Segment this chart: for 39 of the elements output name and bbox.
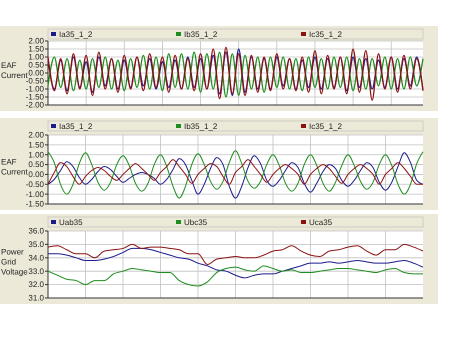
y-tick-label: -1.50 [26,200,45,209]
y-tick-label: -0.50 [26,180,45,189]
line-series [48,248,424,278]
legend-label: Uca35 [309,218,333,227]
y-tick-label: -1.00 [26,190,45,199]
y-tick-label: 33.0 [28,266,45,276]
legend-label: Ic35_1_2 [309,122,342,131]
line-series [48,159,424,185]
y-tick-label: 1.50 [28,140,45,150]
legend-label: Ia35_1_2 [59,122,93,131]
y-tick-label: 0.50 [28,60,45,70]
legend-label: Ubc35 [184,218,208,227]
legend-label: Ib35_1_2 [184,122,218,131]
y-tick-label: -2.00 [26,100,45,110]
y-tick-label: -1.00 [26,84,45,94]
y-tick-label: -0.50 [26,76,45,86]
y-axis-title: Power Grid Voltage [1,248,28,276]
y-tick-label: 2.00 [28,130,45,140]
y-tick-label: 31.0 [28,294,45,303]
legend-label: Uab35 [59,218,84,227]
y-tick-label: 0.50 [28,160,45,170]
line-series [48,265,424,286]
y-tick-label: -1.50 [26,92,45,102]
y-tick-label: 1.50 [28,44,45,54]
y-tick-label: 34.0 [28,253,45,262]
y-tick-label: 32.0 [28,280,45,290]
y-tick-label: 0.00 [28,68,45,78]
y-axis-title: EAF Current [1,158,28,176]
y-tick-label: 1.00 [28,52,45,62]
y-axis-title: EAF Current [1,61,28,80]
legend-label: Ic35_1_2 [309,30,342,39]
y-tick-label: 2.00 [28,36,45,46]
legend-label: Ia35_1_2 [59,30,93,39]
y-tick-label: 36.0 [28,226,45,236]
y-tick-label: 1.00 [28,150,45,160]
y-tick-label: 35.0 [28,240,45,250]
line-series [48,244,424,265]
y-tick-label: 0.00 [28,170,45,180]
legend-label: Ib35_1_2 [184,30,218,39]
